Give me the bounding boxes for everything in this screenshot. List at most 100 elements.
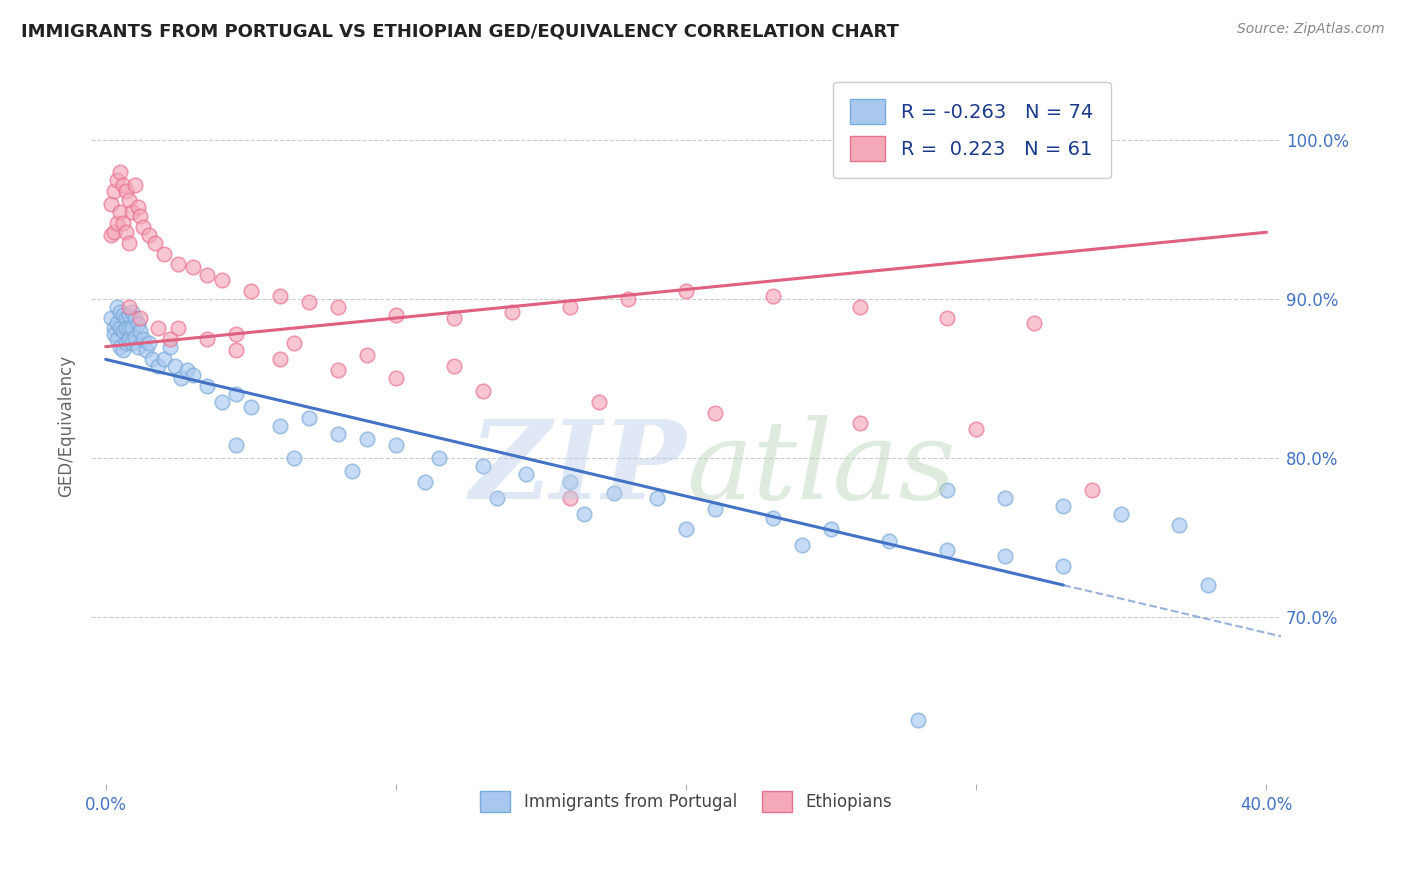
Point [342,464,364,478]
Point [936,543,959,558]
Point [501,304,523,318]
Point [994,549,1017,564]
Point [704,406,727,420]
Point [103,225,125,239]
Point [112,216,135,230]
Point [118,308,141,322]
Point [225,387,247,401]
Point [211,273,233,287]
Point [443,359,465,373]
Point [907,713,929,727]
Point [115,336,138,351]
Point [385,371,408,385]
Point [1024,316,1046,330]
Point [100,311,122,326]
Point [103,184,125,198]
Point [112,308,135,322]
Point [152,247,174,261]
Point [704,501,727,516]
Point [181,260,204,275]
Point [558,300,581,314]
Point [225,343,247,357]
Point [298,295,321,310]
Point [100,196,122,211]
Point [1052,499,1074,513]
Point [112,324,135,338]
Point [129,324,152,338]
Point [165,359,187,373]
Point [792,538,814,552]
Point [121,336,143,351]
Point [283,450,305,465]
Point [820,523,842,537]
Point [121,320,143,334]
Point [385,438,408,452]
Point [108,165,131,179]
Point [617,292,640,306]
Point [129,210,152,224]
Point [385,308,408,322]
Point [558,491,581,505]
Point [152,352,174,367]
Point [146,320,169,334]
Point [443,311,465,326]
Y-axis label: GED/Equivalency: GED/Equivalency [58,355,75,497]
Point [849,300,872,314]
Point [159,340,181,354]
Text: atlas: atlas [686,416,956,523]
Point [225,326,247,341]
Point [118,332,141,346]
Point [326,427,349,442]
Point [118,320,141,334]
Point [103,326,125,341]
Point [211,395,233,409]
Point [124,178,146,192]
Point [471,458,494,473]
Point [1052,559,1074,574]
Point [121,304,143,318]
Point [132,220,155,235]
Point [558,475,581,489]
Point [298,411,321,425]
Point [132,332,155,346]
Point [849,416,872,430]
Point [105,173,128,187]
Point [105,216,128,230]
Point [108,320,131,334]
Point [877,533,900,548]
Point [127,318,149,332]
Point [127,200,149,214]
Point [112,178,135,192]
Point [675,523,697,537]
Point [356,348,378,362]
Point [269,419,291,434]
Point [602,486,624,500]
Point [936,311,959,326]
Point [225,438,247,452]
Point [170,371,193,385]
Point [143,236,166,251]
Point [159,332,181,346]
Point [103,320,125,334]
Point [167,257,190,271]
Point [141,352,163,367]
Point [326,300,349,314]
Text: ZIP: ZIP [470,416,686,523]
Point [108,204,131,219]
Point [108,304,131,318]
Point [471,384,494,399]
Point [115,311,138,326]
Point [762,511,785,525]
Point [105,300,128,314]
Point [588,395,610,409]
Point [429,450,451,465]
Point [1081,483,1104,497]
Point [283,336,305,351]
Point [135,343,157,357]
Point [936,483,959,497]
Point [762,289,785,303]
Point [100,228,122,243]
Point [1111,507,1133,521]
Point [574,507,596,521]
Point [239,400,262,414]
